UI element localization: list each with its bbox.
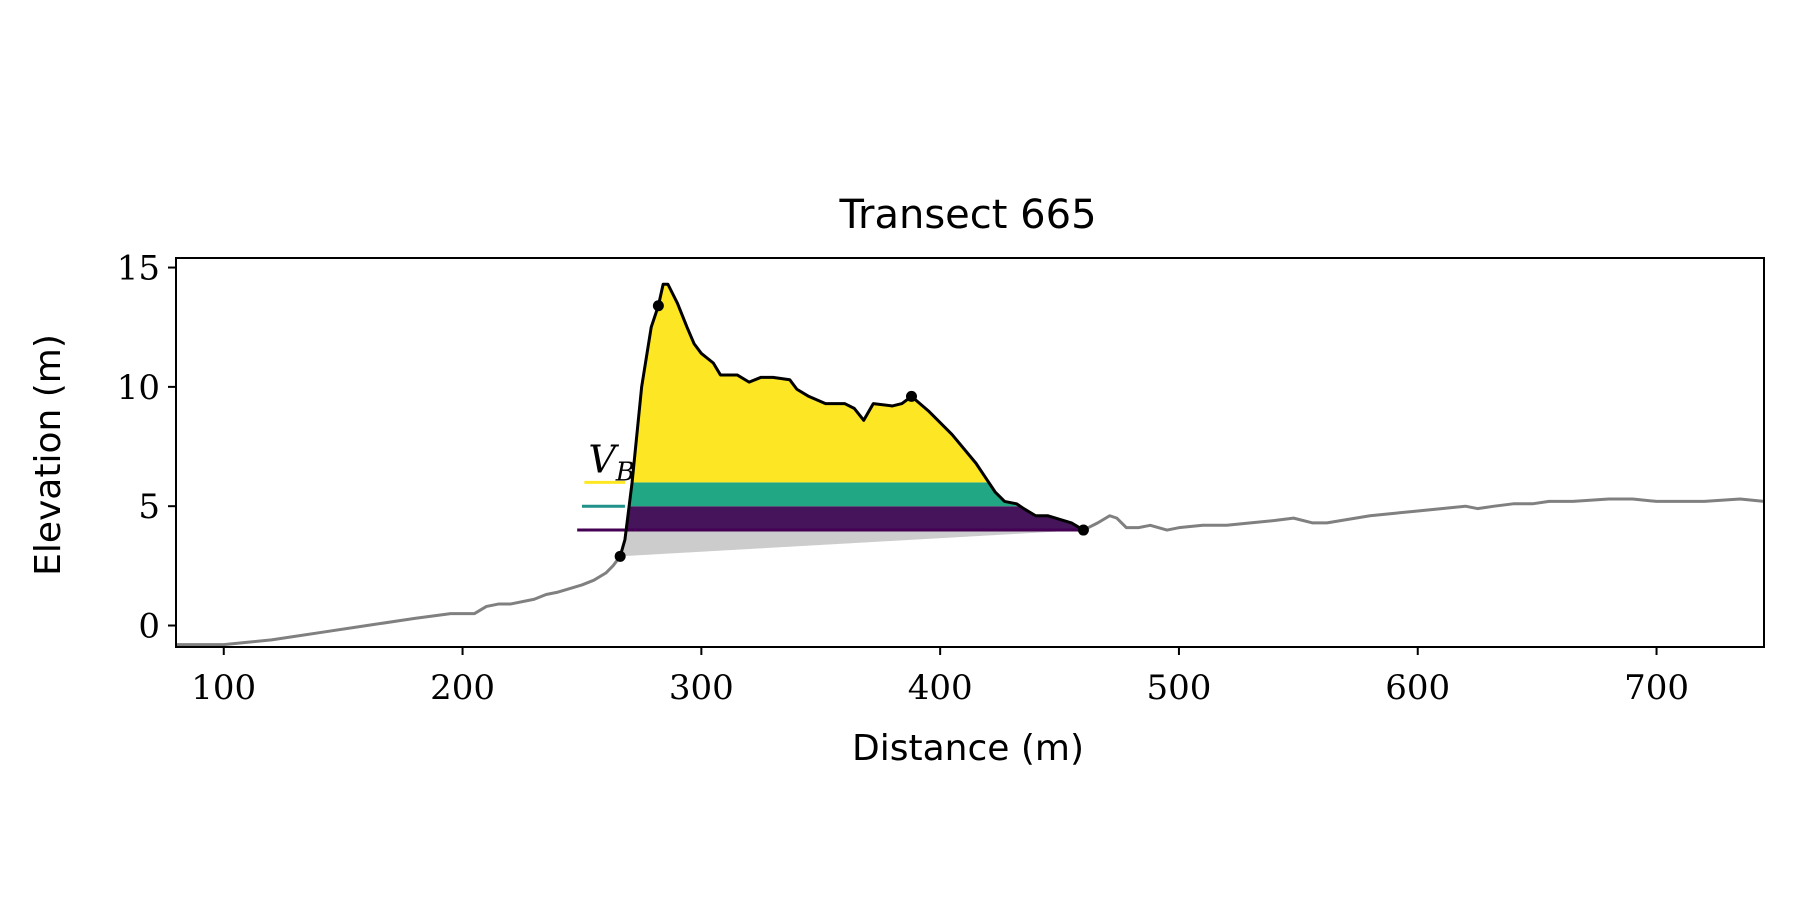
y-tick-label: 10 — [117, 368, 160, 408]
chart-title: Transect 665 — [838, 192, 1096, 238]
band-mid-fill — [629, 482, 1019, 507]
base-volume-fill — [621, 530, 1083, 557]
profile-point — [614, 550, 626, 562]
backshore-profile-line — [1081, 497, 1764, 532]
y-axis-label: Elevation (m) — [28, 334, 69, 576]
dune-profile-line — [618, 282, 1085, 558]
x-tick-label: 700 — [1624, 668, 1689, 708]
y-tick-label: 5 — [138, 487, 160, 527]
x-tick-label: 300 — [669, 668, 734, 708]
plot-frame — [175, 257, 1765, 648]
y-tick-label: 15 — [117, 249, 160, 289]
profile-point — [652, 300, 664, 312]
x-tick-label: 200 — [430, 668, 495, 708]
y-tick-label: 0 — [138, 607, 160, 647]
axis-ticks: 100 200 300 400 500 600 700 0 5 10 15 — [117, 249, 1689, 708]
x-tick-label: 400 — [908, 668, 973, 708]
plot-area: VB — [176, 282, 1764, 647]
x-axis-label: Distance (m) — [852, 728, 1084, 769]
x-tick-label: 100 — [191, 668, 256, 708]
profile-point — [905, 390, 917, 402]
x-tick-label: 600 — [1385, 668, 1450, 708]
band-low-fill — [627, 506, 1083, 531]
annotation-vb: VB — [588, 437, 635, 487]
foreshore-profile-line — [176, 554, 622, 647]
profile-point — [1077, 524, 1089, 536]
band-high-fill — [633, 284, 988, 483]
x-tick-label: 500 — [1146, 668, 1211, 708]
